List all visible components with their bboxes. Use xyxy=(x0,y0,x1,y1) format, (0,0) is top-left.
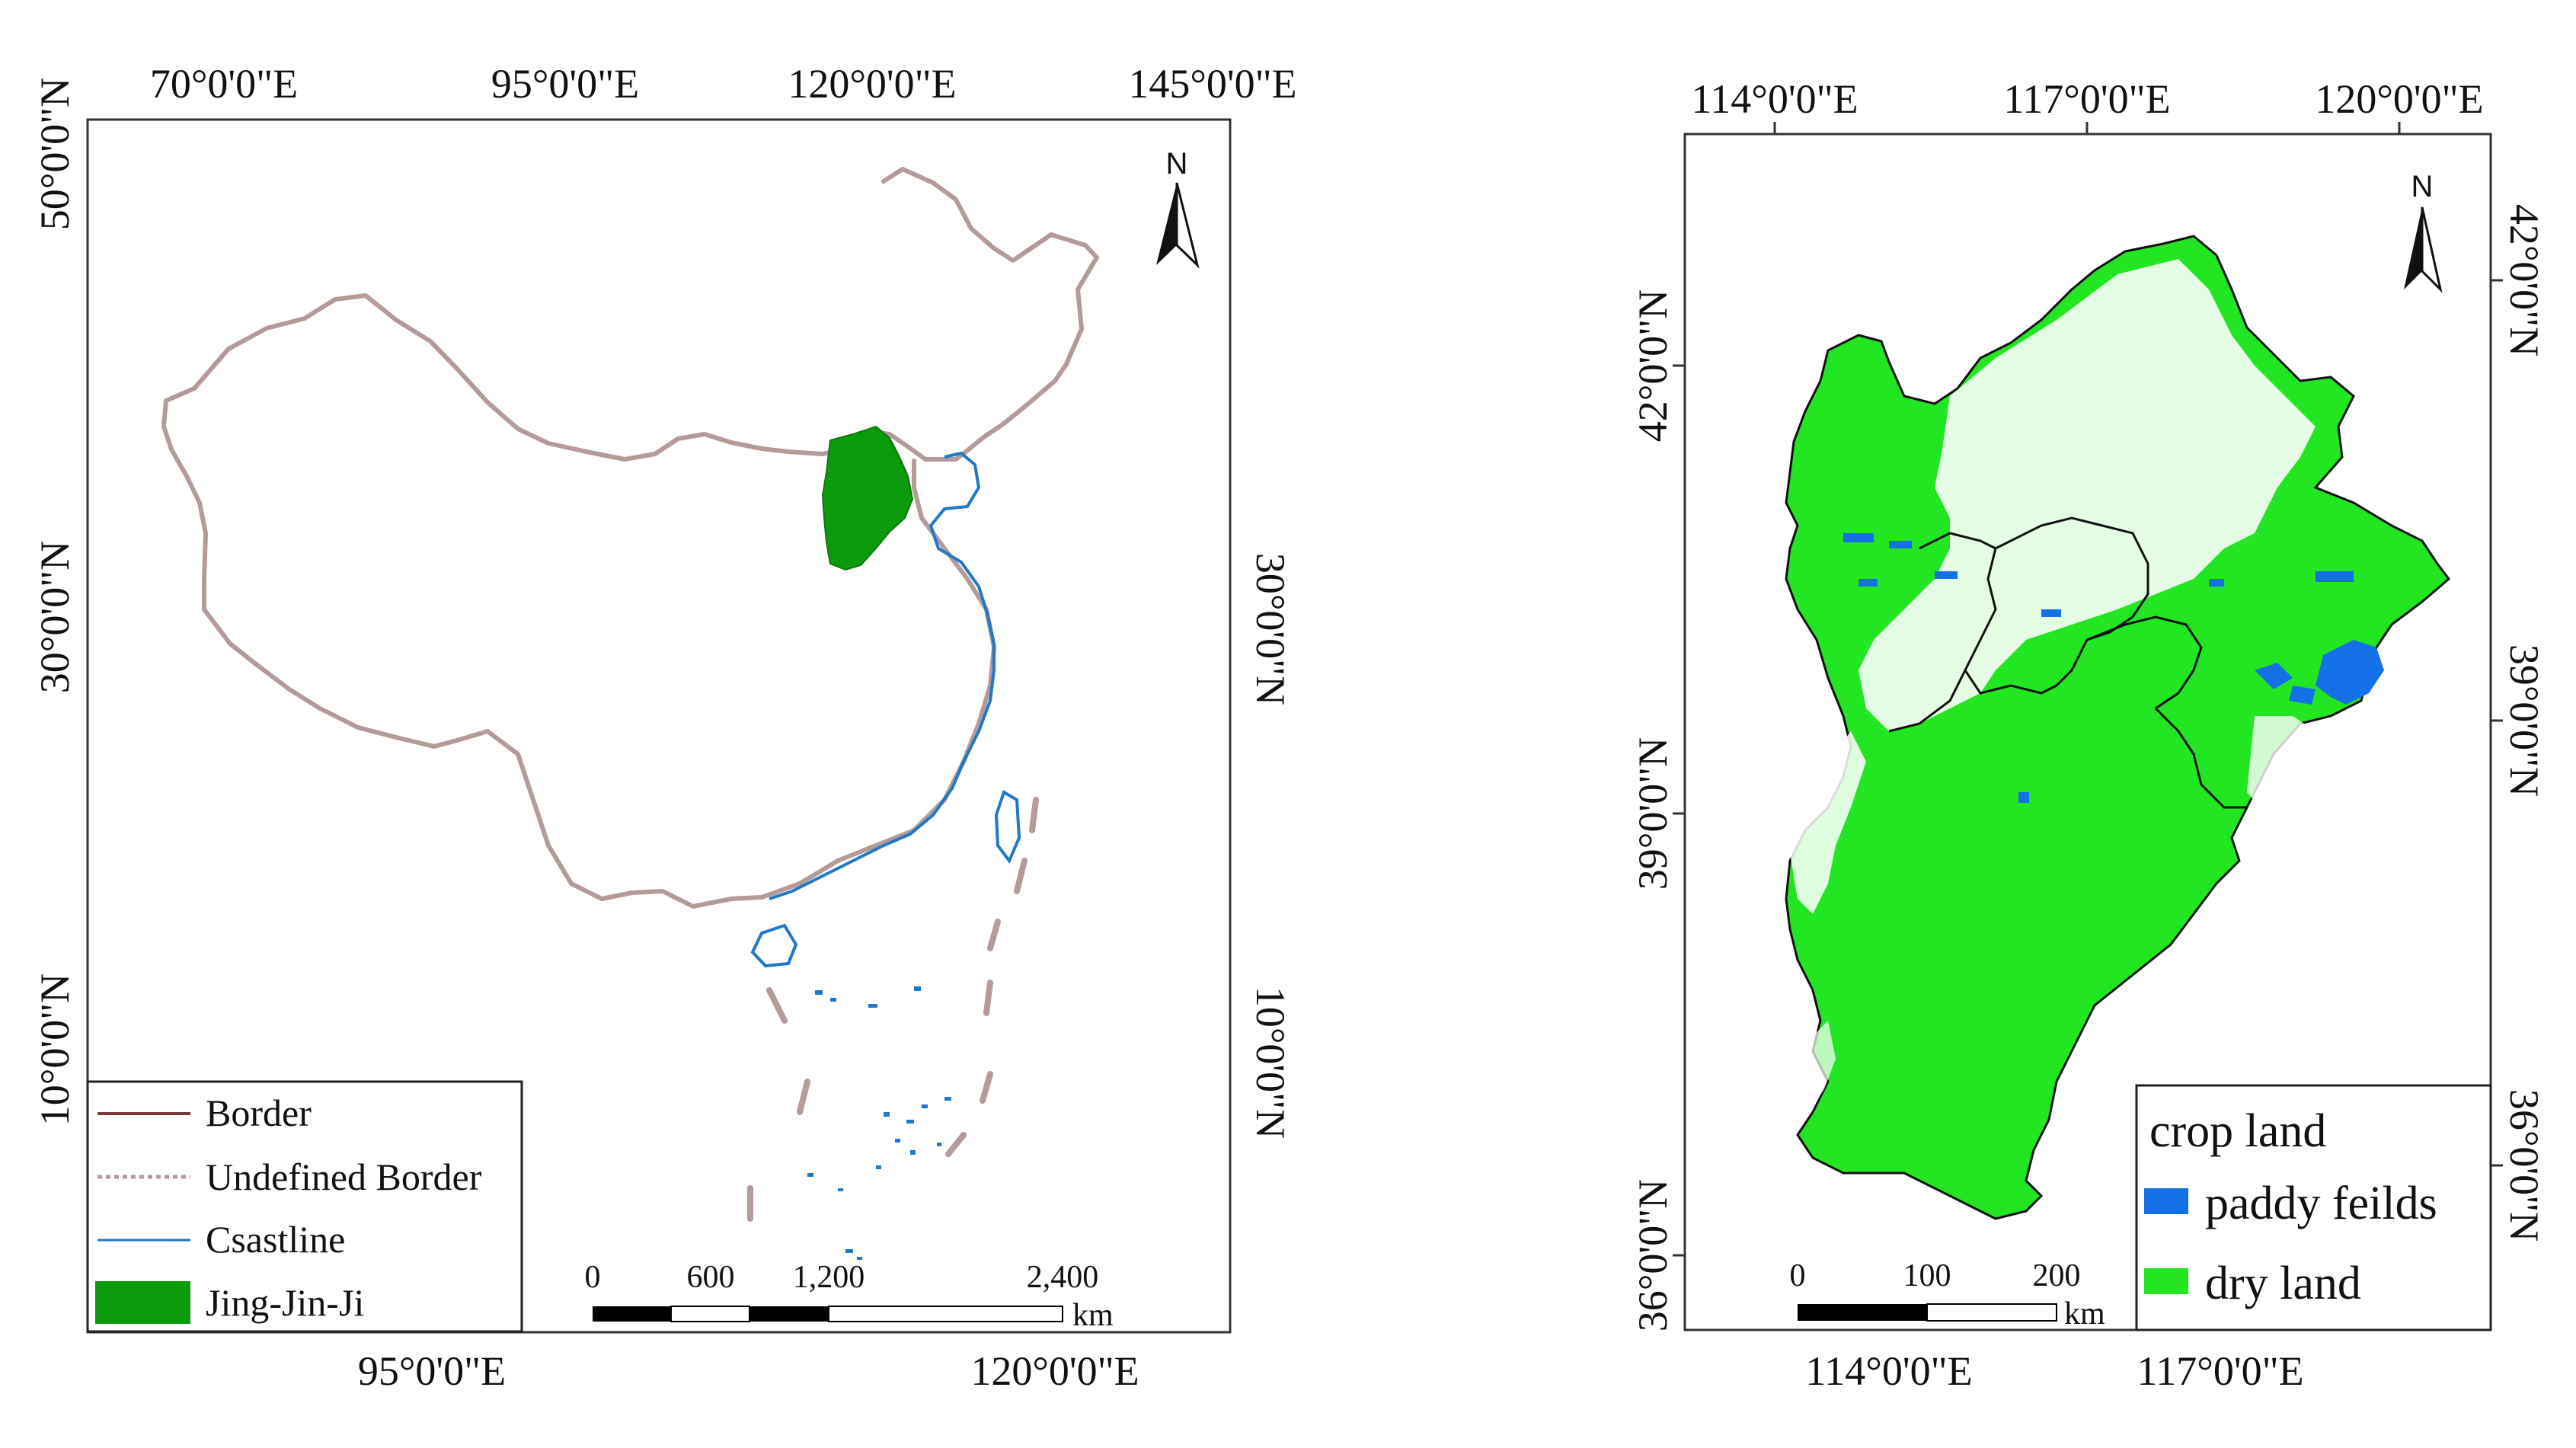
right-map: 114°0'0"E 117°0'0"E 120°0'0"E 114°0'0"E … xyxy=(1630,76,2547,1394)
right-right-lat-3: 36°0'0"N xyxy=(2501,1089,2547,1242)
left-scale-seg-2 xyxy=(670,1306,750,1322)
right-left-lat-2: 39°0'0"N xyxy=(1630,737,1676,890)
hainan-island xyxy=(750,923,798,968)
coastline xyxy=(769,452,996,900)
legend-paddy-label: paddy feilds xyxy=(2205,1178,2437,1229)
left-map: 70°0'0"E 95°0'0"E 120°0'0"E 145°0'0"E 95… xyxy=(32,61,1297,1394)
left-lat-3: 10°0'0"N xyxy=(32,973,78,1126)
right-north-label: N xyxy=(2411,170,2434,203)
right-top-lon-3: 120°0'0"E xyxy=(2315,76,2483,122)
legend-jing-jin-ji-swatch xyxy=(95,1281,190,1324)
left-scale-tick-2: 1,200 xyxy=(793,1260,865,1295)
right-scale-tick-2: 200 xyxy=(2033,1258,2081,1293)
right-scalebar: 0 100 200 km xyxy=(1790,1258,2106,1331)
left-lat-1: 50°0'0"N xyxy=(32,78,78,230)
right-legend-title: crop land xyxy=(2149,1105,2326,1157)
right-scale-seg-2 xyxy=(1926,1303,2057,1322)
left-top-lon-4: 145°0'0"E xyxy=(1128,61,1296,107)
left-legend: Border Undefined Border Csastline Jing-J… xyxy=(86,1080,523,1333)
legend-undefined-border-label: Undefined Border xyxy=(206,1156,482,1198)
china-border xyxy=(161,167,1099,909)
left-top-lon-3: 120°0'0"E xyxy=(788,61,956,107)
left-bottom-lon-2: 120°0'0"E xyxy=(970,1348,1139,1394)
left-scale-tick-0: 0 xyxy=(585,1260,601,1295)
left-scale-tick-3: 2,400 xyxy=(1027,1260,1099,1295)
right-scale-tick-1: 100 xyxy=(1903,1258,1951,1293)
left-scale-seg-3 xyxy=(749,1306,829,1322)
right-left-lat-3: 36°0'0"N xyxy=(1630,1179,1676,1331)
right-bottom-lon-2: 117°0'0"E xyxy=(2137,1348,2303,1394)
right-top-lon-1: 114°0'0"E xyxy=(1691,76,1858,122)
left-right-lat-2: 10°0'0"N xyxy=(1248,986,1293,1139)
right-north-arrow: N xyxy=(2404,170,2443,293)
north-label: N xyxy=(1166,147,1188,181)
legend-dry-land-swatch xyxy=(2144,1268,2188,1294)
south-sea-islands xyxy=(807,986,951,1260)
non-crop-north xyxy=(1858,259,2316,731)
right-left-lat-1: 42°0'0"N xyxy=(1630,289,1676,442)
left-scale-unit: km xyxy=(1072,1298,1114,1333)
province-boundaries xyxy=(1888,516,2247,809)
jing-jin-ji-region xyxy=(821,425,914,571)
legend-dry-land-label: dry land xyxy=(2205,1258,2361,1309)
legend-coastline-label: Csastline xyxy=(206,1218,345,1261)
legend-jing-jin-ji-label: Jing-Jin-Ji xyxy=(206,1281,364,1324)
left-scale-seg-1 xyxy=(593,1306,671,1322)
right-legend: crop land paddy feilds dry land xyxy=(2135,1084,2492,1331)
left-scale-seg-4 xyxy=(828,1306,1063,1322)
left-top-lon-1: 70°0'0"E xyxy=(150,61,298,107)
right-scale-tick-0: 0 xyxy=(1790,1258,1806,1293)
undefined-border xyxy=(747,797,1039,1222)
right-map-ticks xyxy=(1673,122,2503,1257)
non-crop-tianjin-coast xyxy=(2247,716,2316,815)
taiwan-island xyxy=(994,790,1021,864)
right-right-lat-1: 42°0'0"N xyxy=(2501,204,2547,356)
right-scale-unit: km xyxy=(2064,1296,2105,1331)
right-legend-box xyxy=(2135,1084,2492,1331)
left-lat-2: 30°0'0"N xyxy=(32,541,78,693)
left-scale-tick-1: 600 xyxy=(687,1260,735,1295)
right-scale-seg-1 xyxy=(1798,1304,1927,1321)
paddy-patches xyxy=(1843,533,2384,803)
right-right-lat-2: 39°0'0"N xyxy=(2501,644,2547,797)
right-bottom-lon-1: 114°0'0"E xyxy=(1805,1348,1972,1394)
left-bottom-lon-1: 95°0'0"E xyxy=(358,1348,506,1394)
non-crop-southwest xyxy=(1798,1021,1836,1112)
north-arrow: N xyxy=(1156,147,1200,269)
non-crop-west xyxy=(1790,731,1866,914)
left-top-lon-2: 95°0'0"E xyxy=(491,61,639,107)
left-right-lat-1: 30°0'0"N xyxy=(1248,553,1293,705)
left-scalebar: 0 600 1,200 2,400 km xyxy=(585,1260,1114,1333)
legend-border-label: Border xyxy=(206,1092,312,1134)
right-top-lon-2: 117°0'0"E xyxy=(2003,76,2170,122)
legend-paddy-swatch xyxy=(2144,1188,2188,1214)
